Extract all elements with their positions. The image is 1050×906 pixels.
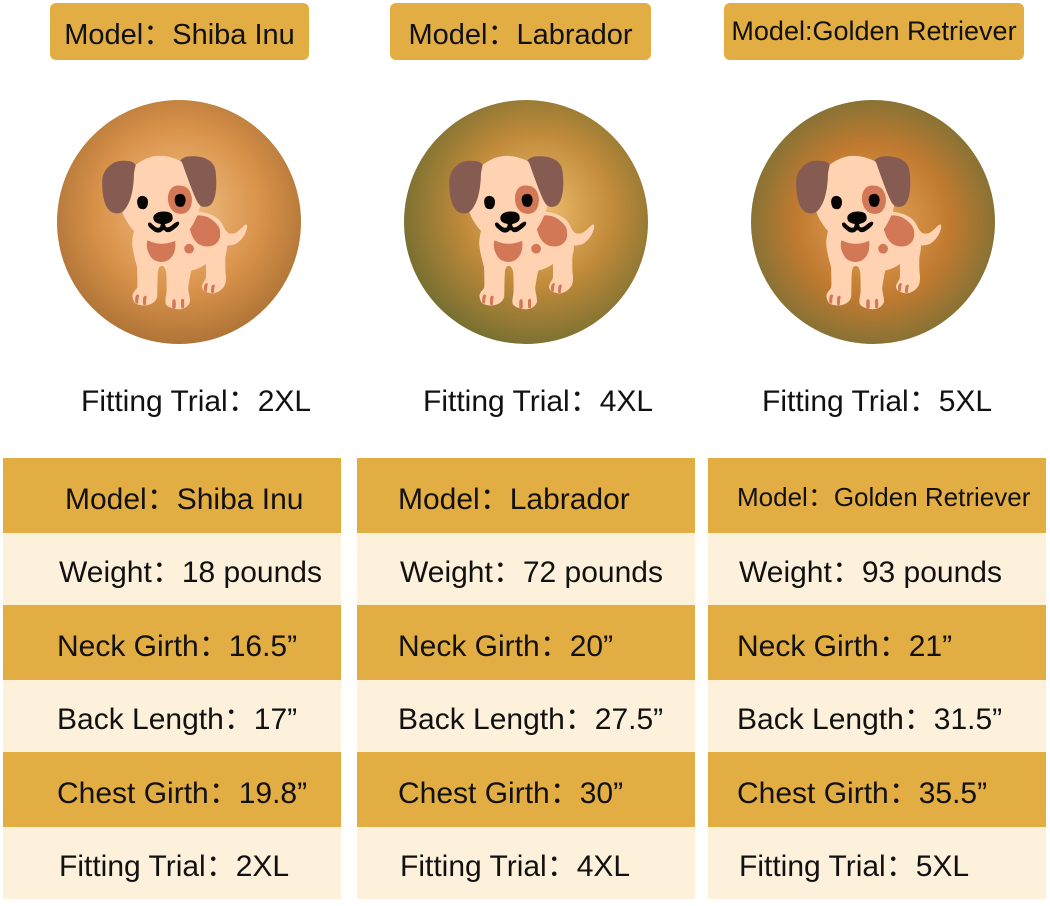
- row-fitting-trial: Fitting Trial：4XL: [357, 827, 695, 899]
- row-back-length: Back Length：31.5”: [708, 680, 1046, 752]
- golden-retriever-photo: 🐕: [751, 100, 995, 344]
- model-tag-shiba: Model：Shiba Inu: [50, 3, 309, 60]
- row-chest-girth: Chest Girth：19.8”: [3, 752, 341, 827]
- row-chest-girth: Chest Girth：35.5”: [708, 752, 1046, 827]
- row-weight: Weight：18 pounds: [3, 533, 341, 605]
- row-neck-girth: Neck Girth：16.5”: [3, 605, 341, 680]
- dog-icon: 🐕: [785, 152, 961, 310]
- row-neck-girth: Neck Girth：20”: [357, 605, 695, 680]
- row-fitting-trial: Fitting Trial：2XL: [3, 827, 341, 899]
- spec-table-shiba: Model：Shiba Inu Weight：18 pounds Neck Gi…: [3, 458, 341, 899]
- row-model: Model：Labrador: [357, 458, 695, 533]
- fitting-trial-shiba: Fitting Trial：2XL: [81, 385, 312, 418]
- shiba-inu-photo: 🐕: [57, 100, 301, 344]
- fitting-trial-labrador: Fitting Trial：4XL: [423, 385, 654, 418]
- model-tag-golden: Model:Golden Retriever: [724, 3, 1024, 60]
- row-neck-girth: Neck Girth：21”: [708, 605, 1046, 680]
- row-chest-girth: Chest Girth：30”: [357, 752, 695, 827]
- row-fitting-trial: Fitting Trial：5XL: [708, 827, 1046, 899]
- spec-table-golden: Model：Golden Retriever Weight：93 pounds …: [708, 458, 1046, 899]
- row-back-length: Back Length：17”: [3, 680, 341, 752]
- spec-table-labrador: Model：Labrador Weight：72 pounds Neck Gir…: [357, 458, 695, 899]
- row-model: Model：Golden Retriever: [708, 458, 1046, 533]
- dog-icon: 🐕: [91, 152, 267, 310]
- row-weight: Weight：72 pounds: [357, 533, 695, 605]
- fitting-trial-golden: Fitting Trial：5XL: [762, 385, 993, 418]
- labrador-photo: 🐕: [404, 100, 648, 344]
- model-tag-labrador: Model：Labrador: [390, 3, 651, 60]
- row-model: Model：Shiba Inu: [3, 458, 341, 533]
- row-weight: Weight：93 pounds: [708, 533, 1046, 605]
- dog-icon: 🐕: [438, 152, 614, 310]
- row-back-length: Back Length：27.5”: [357, 680, 695, 752]
